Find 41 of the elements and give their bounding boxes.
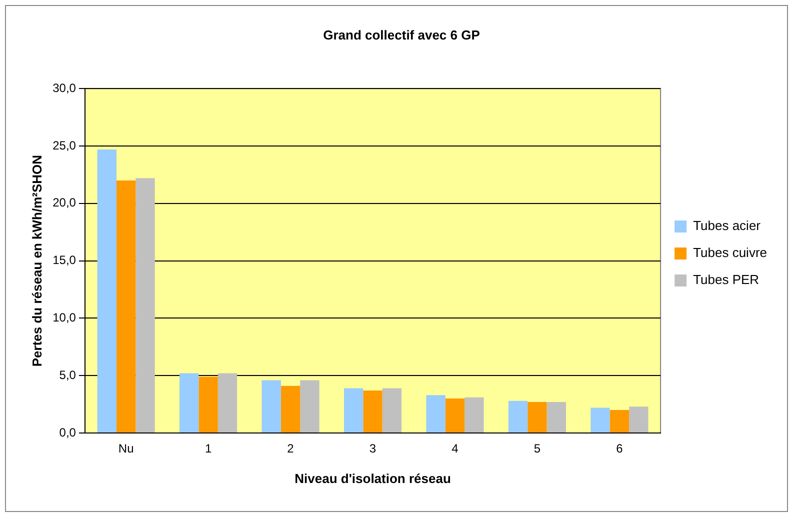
x-tick-label: 4 [452,442,459,456]
bar [300,380,320,432]
bar [136,178,155,432]
y-tick-label: 25,0 [52,138,76,152]
y-tick-label: 5,0 [59,368,76,382]
bar [280,386,300,432]
y-tick-label: 15,0 [52,253,76,268]
bar [218,373,238,432]
bar [445,398,465,432]
bar [546,402,566,432]
x-tick-label: 6 [616,442,624,456]
bar [610,410,630,432]
y-tick-label: 10,0 [52,310,76,325]
bar [464,397,484,432]
x-tick-label: 1 [204,442,212,456]
x-axis-title: Niveau d'isolation réseau [294,470,451,486]
bar [363,390,382,432]
x-tick-label: Nu [118,442,134,456]
x-tick-label: 2 [287,442,294,456]
bar [344,388,364,432]
y-axis-title: Pertes du réseau en kWh/m²SHON [29,154,44,367]
bar [590,408,610,432]
bar [508,400,528,432]
chart-title: Grand collectif avec 6 GP [323,27,480,42]
y-tick-label: 20,0 [52,196,76,210]
bar [528,402,547,432]
bar [629,406,648,432]
legend-label: Tubes cuivre [693,245,767,260]
x-tick-label: 5 [534,442,541,456]
y-tick-label: 0,0 [59,425,76,440]
bar [262,380,281,432]
bar [426,395,446,432]
legend-label: Tubes acier [693,218,762,234]
bar [116,180,136,432]
bar [180,373,199,432]
bar [382,388,402,432]
bar [198,376,218,432]
x-tick-label: 3 [369,442,376,456]
y-tick-label: 30,0 [52,80,76,95]
legend-label: Tubes PER [693,272,760,288]
bar [97,149,116,432]
